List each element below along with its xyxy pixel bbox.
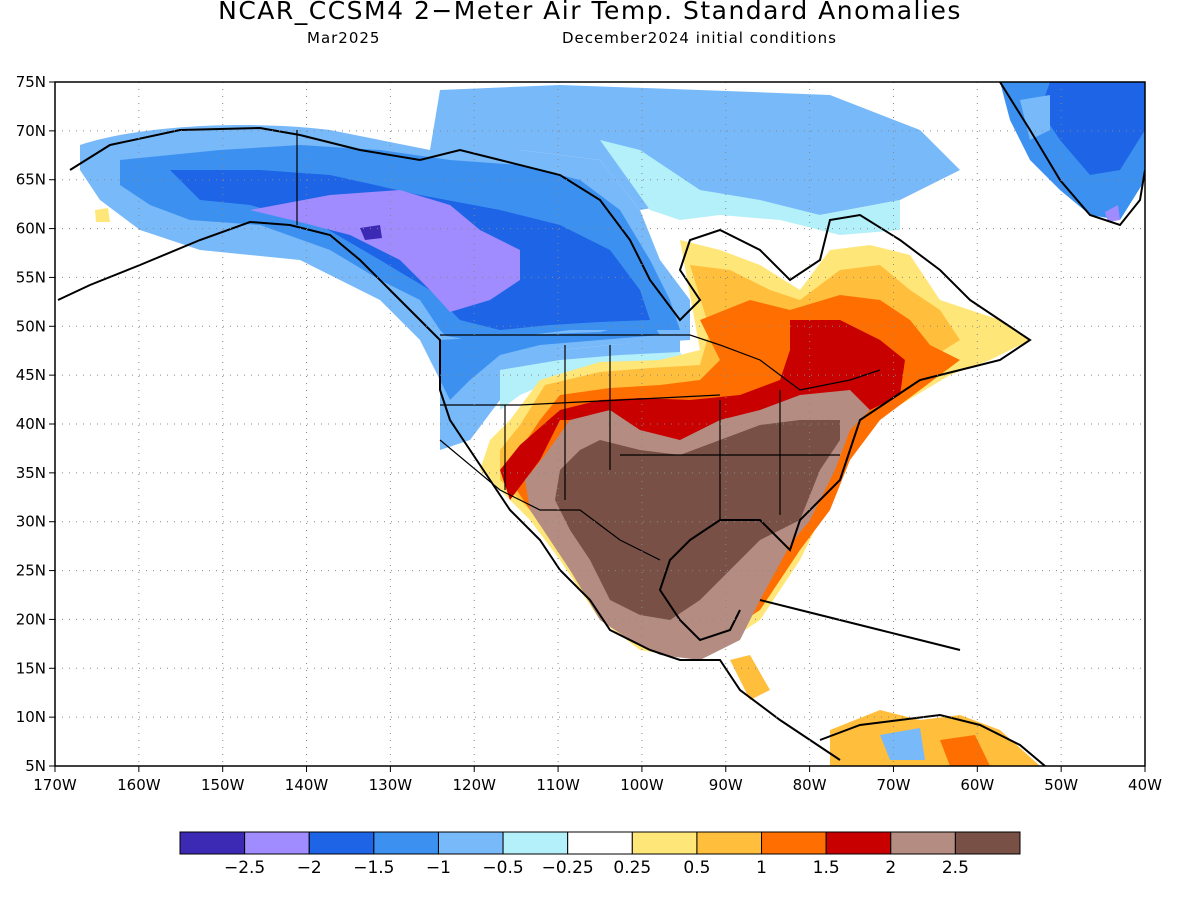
- latitude-label: 10N: [16, 708, 46, 726]
- borders: [296, 130, 881, 561]
- latitude-label: 15N: [16, 659, 46, 677]
- map-title: NCAR_CCSM4 2−Meter Air Temp. Standard An…: [218, 0, 962, 25]
- longitude-labels: 170W 160W 150W 140W 130W 120W 110W 100W 90W 80W 70…: [33, 776, 1162, 794]
- anomaly-region: [555, 420, 840, 620]
- colorbar-swatch: [244, 831, 310, 855]
- colorbar-swatch: [954, 831, 1021, 855]
- longitude-label: 140W: [285, 776, 329, 794]
- colorbar-label: 2.5: [942, 858, 969, 878]
- anomaly-region: [600, 140, 900, 235]
- latitude-label: 65N: [16, 171, 46, 189]
- init-conditions: December2024 initial conditions: [562, 29, 837, 47]
- latitude-label: 70N: [16, 122, 46, 140]
- colorbar-swatch: [179, 831, 246, 855]
- latitude-label: 55N: [16, 268, 46, 286]
- latitude-label: 25N: [16, 562, 46, 580]
- anomaly-region: [880, 728, 925, 760]
- colorbar-label: −2: [297, 858, 322, 878]
- latitude-label: 5N: [25, 757, 46, 775]
- latitude-label: 75N: [16, 73, 46, 91]
- shaded-field: [55, 82, 1145, 766]
- anomaly-region: [440, 320, 660, 400]
- colorbar-label: −0.25: [542, 858, 594, 878]
- longitude-label: 50W: [1044, 776, 1078, 794]
- latitude-label: 50N: [16, 317, 46, 335]
- anomaly-region: [250, 190, 520, 312]
- anomaly-region: [360, 225, 382, 240]
- longitude-label: 60W: [960, 776, 994, 794]
- colorbar-swatch: [825, 831, 892, 855]
- anomaly-region: [1040, 82, 1145, 175]
- colorbar: −2.5 −2 −1.5 −1 −0.5 −0.25 0.25 0.5 1 1.5 2 2.5: [179, 831, 1021, 878]
- anomaly-region: [730, 655, 770, 700]
- colorbar-swatch: [890, 831, 956, 855]
- latitude-label: 45N: [16, 366, 46, 384]
- colorbar-label: −1.5: [353, 858, 394, 878]
- longitude-label: 100W: [620, 776, 664, 794]
- valid-month: Mar2025: [307, 29, 381, 47]
- colorbar-swatch: [502, 831, 569, 855]
- anomaly-region: [830, 710, 1040, 766]
- latitude-labels: 75N 70N 65N 60N 55N 50N 45N 40N 35N 30N 25N 20N 15N 1…: [16, 73, 46, 775]
- colorbar-swatch: [631, 831, 698, 855]
- longitude-label: 90W: [709, 776, 743, 794]
- longitude-label: 120W: [452, 776, 496, 794]
- colorbar-label: 0.5: [683, 858, 710, 878]
- longitude-label: 40W: [1128, 776, 1162, 794]
- anomaly-region: [940, 735, 990, 766]
- latitude-label: 35N: [16, 464, 46, 482]
- colorbar-label: −1: [426, 858, 451, 878]
- axis-ticks: [49, 81, 1146, 772]
- longitude-label: 70W: [877, 776, 911, 794]
- anomaly-region: [95, 208, 110, 222]
- latitude-label: 60N: [16, 220, 46, 238]
- colorbar-swatch: [761, 831, 827, 855]
- colorbar-label: −0.5: [482, 858, 523, 878]
- anomaly-region: [1020, 95, 1050, 140]
- coastlines: [57, 82, 1145, 766]
- longitude-label: 80W: [793, 776, 827, 794]
- colorbar-swatch: [696, 831, 763, 855]
- longitude-label: 170W: [33, 776, 77, 794]
- latitude-label: 20N: [16, 610, 46, 628]
- colorbar-label: 2: [885, 858, 896, 878]
- colorbar-label: 1: [756, 858, 767, 878]
- colorbar-label: 1.5: [813, 858, 840, 878]
- colorbar-swatch: [308, 831, 375, 855]
- latitude-label: 40N: [16, 415, 46, 433]
- colorbar-label: 0.25: [613, 858, 651, 878]
- colorbar-swatch: [373, 831, 439, 855]
- colorbar-label: −2.5: [224, 858, 265, 878]
- longitude-label: 130W: [369, 776, 413, 794]
- colorbar-swatch: [567, 831, 633, 855]
- longitude-label: 150W: [201, 776, 245, 794]
- anomaly-region: [1105, 205, 1120, 222]
- longitude-label: 110W: [536, 776, 580, 794]
- latitude-label: 30N: [16, 513, 46, 531]
- longitude-label: 160W: [117, 776, 161, 794]
- colorbar-swatch: [437, 831, 504, 855]
- anomaly-region: [430, 85, 960, 215]
